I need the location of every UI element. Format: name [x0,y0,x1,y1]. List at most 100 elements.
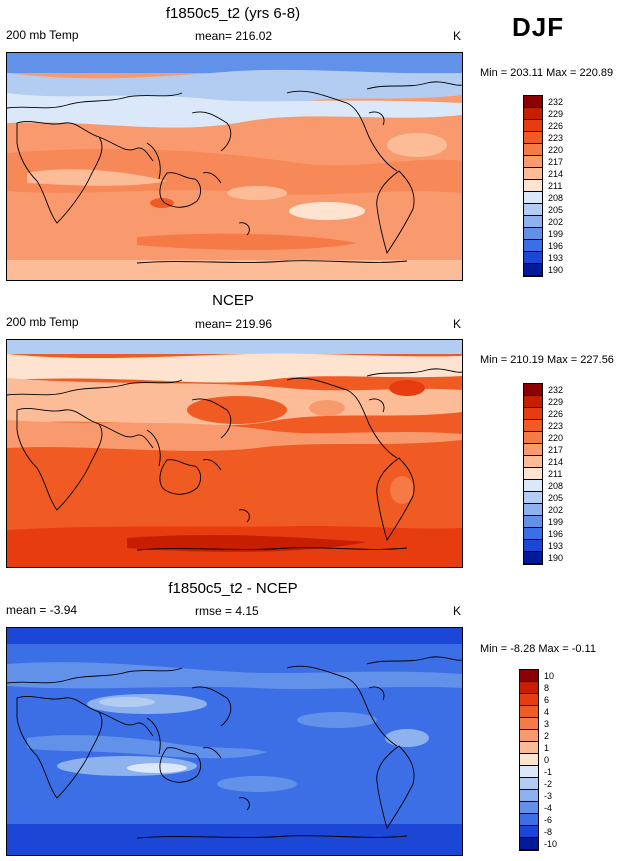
colorbar-label: 205 [548,205,564,215]
colorbar-label: 2 [544,731,550,741]
panel-2-map [6,339,463,568]
colorbar-swatch [524,468,542,480]
colorbar-label: 223 [548,133,564,143]
colorbar-label: 196 [548,241,564,251]
colorbar-label: 220 [548,433,564,443]
colorbar-label: 220 [548,145,564,155]
colorbar-swatch [524,132,542,144]
panel-1-colorbar: 232 229 226 223 220 217 214 211 208 205 202 199 196 1… [523,95,563,277]
panel-1-stats: Min = 203.11 Max = 220.89 [480,67,614,79]
colorbar-label: 3 [544,719,550,729]
panel-3-title: f1850c5_t2 - NCEP [168,580,298,597]
colorbar-label: 229 [548,109,564,119]
colorbar-swatch [520,730,538,742]
colorbar-label: 217 [548,445,564,455]
colorbar-swatch [524,408,542,420]
colorbar-label: -8 [544,827,553,837]
colorbar-label: -6 [544,815,553,825]
colorbar-swatch [524,96,542,108]
colorbar-label: 199 [548,229,564,239]
colorbar-swatch [520,790,538,802]
colorbar-swatch [520,802,538,814]
colorbar-label: 232 [548,385,564,395]
colorbar-swatch [524,240,542,252]
colorbar-swatch [524,552,542,564]
colorbar-label: -1 [544,767,553,777]
colorbar-label: 208 [548,481,564,491]
colorbar-swatch [520,826,538,838]
colorbar-label: 202 [548,217,564,227]
colorbar-swatch [524,444,542,456]
colorbar-swatch [524,528,542,540]
colorbar-label: 226 [548,121,564,131]
colorbar-swatch [520,814,538,826]
colorbar-swatch [520,682,538,694]
colorbar-swatch [520,706,538,718]
colorbar-swatch [524,264,542,276]
colorbar-swatch [520,766,538,778]
panel-3-mean-label: mean = -3.94 [6,603,78,617]
colorbar-swatch [520,754,538,766]
panel-1-units-label: K [453,29,462,43]
colorbar-label: 226 [548,409,564,419]
colorbar-label: 202 [548,505,564,515]
panel-2-title: NCEP [212,292,254,309]
colorbar-label: 208 [548,193,564,203]
colorbar-swatch [524,144,542,156]
colorbar-label: 1 [544,743,550,753]
colorbar-label: 193 [548,541,564,551]
colorbar-swatch [524,492,542,504]
colorbar-label: 232 [548,97,564,107]
panel-3-stats: Min = -8.28 Max = -0.11 [480,643,596,655]
colorbar-swatch [524,180,542,192]
colorbar-label: 10 [544,671,555,681]
colorbar-swatch [524,192,542,204]
colorbar-swatch [524,540,542,552]
panel-1-map [6,52,463,281]
colorbar-swatch [520,718,538,730]
colorbar-label: 193 [548,253,564,263]
colorbar-swatch [520,742,538,754]
colorbar-swatch [524,120,542,132]
panel-3-units-label: K [453,604,462,618]
colorbar-label: 199 [548,517,564,527]
colorbar-label: 0 [544,755,550,765]
colorbar-swatch [524,108,542,120]
colorbar-swatch [524,420,542,432]
colorbar-label: 6 [544,695,550,705]
panel-2-colorbar: 232 229 226 223 220 217 214 211 208 205 202 199 196 1… [523,383,563,565]
colorbar-swatch [524,456,542,468]
colorbar-swatch [524,228,542,240]
panel-2-variable-label: 200 mb Temp [6,315,79,329]
colorbar-swatch [520,838,538,850]
colorbar-swatch [524,168,542,180]
panel-1-title: f1850c5_t2 (yrs 6-8) [165,5,301,22]
colorbar-label: 214 [548,457,564,467]
panel-2-units-label: K [453,317,462,331]
colorbar-label: 190 [548,553,564,563]
colorbar-swatch [524,216,542,228]
panel-3-rmse-label: rmse = 4.15 [195,604,259,618]
colorbar-swatch [524,396,542,408]
panel-2-mean-label: mean= 219.96 [195,317,273,331]
panel-1-mean-label: mean= 216.02 [195,29,273,43]
colorbar-label: 205 [548,493,564,503]
colorbar-label: -3 [544,791,553,801]
colorbar-swatch [524,204,542,216]
colorbar-label: 217 [548,157,564,167]
colorbar-label: 211 [548,181,563,191]
colorbar-swatch [524,432,542,444]
colorbar-swatch [524,504,542,516]
panel-1-variable-label: 200 mb Temp [6,28,79,42]
colorbar-swatch [524,156,542,168]
colorbar-label: 190 [548,265,564,275]
season-label: DJF [512,12,565,42]
colorbar-label: -2 [544,779,553,789]
colorbar-swatch [524,384,542,396]
colorbar-label: 223 [548,421,564,431]
colorbar-swatch [520,778,538,790]
colorbar-swatch [520,694,538,706]
colorbar-label: 4 [544,707,550,717]
panel-2-stats: Min = 210.19 Max = 227.56 [480,354,614,366]
colorbar-label: 211 [548,469,563,479]
